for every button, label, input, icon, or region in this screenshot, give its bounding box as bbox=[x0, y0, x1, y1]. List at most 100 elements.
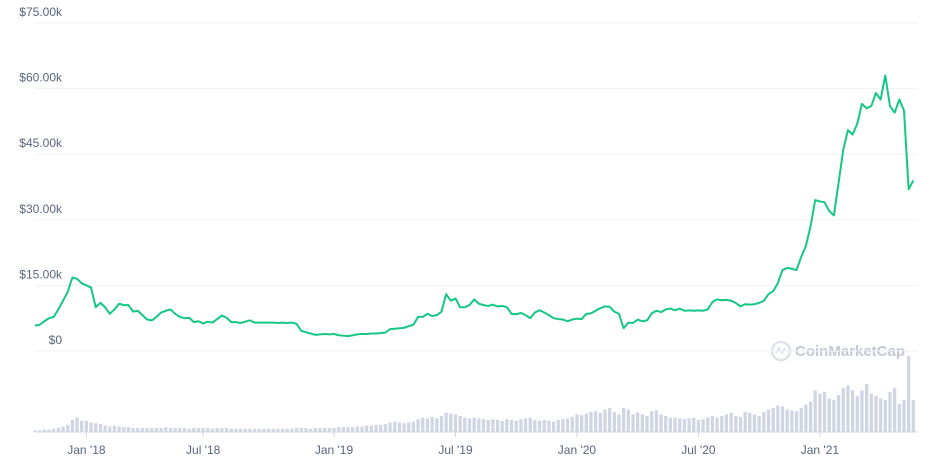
volume-bar bbox=[472, 417, 476, 432]
volume-bar bbox=[467, 418, 472, 432]
volume-bar bbox=[593, 411, 598, 432]
volume-bar bbox=[449, 413, 453, 432]
volume-bar bbox=[206, 428, 210, 432]
volume-bar bbox=[893, 388, 897, 432]
volume-bar bbox=[407, 422, 411, 432]
volume-bar bbox=[355, 426, 360, 432]
x-tick-label: Jul '19 bbox=[438, 443, 473, 457]
volume-bar bbox=[575, 414, 579, 432]
volume-bar bbox=[692, 417, 696, 432]
volume-bar bbox=[243, 428, 247, 432]
volume-bar bbox=[678, 418, 682, 432]
volume-bar bbox=[374, 424, 378, 432]
volume-bar bbox=[598, 412, 602, 432]
volume-bar bbox=[869, 393, 873, 432]
volume-bar bbox=[818, 393, 822, 432]
volume-bar bbox=[710, 416, 715, 432]
volume-bar bbox=[341, 427, 345, 432]
volume-bar bbox=[864, 384, 869, 432]
volume-bar bbox=[201, 428, 205, 432]
volume-bar bbox=[196, 428, 201, 432]
volume-bar bbox=[52, 428, 56, 432]
volume-bar bbox=[411, 421, 416, 432]
volume-bar bbox=[762, 412, 766, 432]
volume-bar bbox=[421, 417, 425, 432]
volume-bar bbox=[131, 428, 135, 432]
volume-bar bbox=[855, 396, 859, 432]
volume-bar bbox=[397, 422, 402, 432]
volume-bar bbox=[257, 428, 261, 432]
volume-bar bbox=[435, 418, 439, 432]
volume-bar bbox=[61, 426, 65, 432]
volume-bar bbox=[192, 428, 196, 432]
volume-bar bbox=[313, 428, 317, 432]
x-tick-label: Jul '18 bbox=[186, 443, 221, 457]
volume-bar bbox=[337, 427, 341, 432]
volume-bar bbox=[150, 428, 154, 432]
volume-bar bbox=[327, 428, 331, 432]
volume-bar bbox=[379, 424, 383, 432]
volume-bar bbox=[351, 427, 355, 432]
volume-bar bbox=[285, 428, 289, 432]
volume-bar bbox=[738, 416, 743, 432]
volume-bar bbox=[126, 427, 131, 432]
volume-bar bbox=[673, 417, 677, 432]
volume-bar bbox=[561, 419, 565, 432]
volume-bar bbox=[804, 404, 808, 432]
volume-bar bbox=[664, 416, 668, 432]
volume-bar bbox=[252, 428, 257, 432]
volume-bar bbox=[168, 428, 173, 432]
volume-bar bbox=[56, 428, 60, 432]
volume-bar bbox=[486, 420, 490, 432]
volume-bar bbox=[112, 425, 117, 432]
volume-bar bbox=[276, 428, 280, 432]
volume-bar bbox=[589, 412, 593, 432]
volume-bar bbox=[495, 420, 500, 432]
volume-bar bbox=[304, 428, 308, 432]
volume-bar bbox=[481, 419, 486, 432]
volume-bar bbox=[393, 421, 397, 432]
volume-bar bbox=[813, 390, 817, 432]
volume-bar bbox=[187, 428, 191, 432]
x-tick-label: Jul '20 bbox=[681, 443, 716, 457]
volume-bar bbox=[542, 420, 546, 432]
y-tick-label: $75.00k bbox=[19, 5, 63, 19]
volume-bar bbox=[491, 419, 495, 432]
volume-bar bbox=[332, 428, 336, 432]
volume-bar bbox=[794, 411, 799, 432]
volume-bar bbox=[66, 424, 70, 432]
volume-bar bbox=[570, 416, 574, 432]
volume-bar bbox=[808, 401, 813, 432]
y-tick-label: $0 bbox=[49, 333, 63, 347]
volume-bar bbox=[140, 428, 145, 432]
volume-bar bbox=[790, 410, 794, 432]
volume-bar bbox=[98, 424, 103, 432]
volume-bar bbox=[215, 428, 219, 432]
volume-bar bbox=[584, 413, 588, 432]
y-tick-label: $60.00k bbox=[19, 71, 63, 85]
volume-bar bbox=[537, 420, 542, 432]
volume-bar bbox=[715, 417, 719, 432]
volume-bar bbox=[701, 419, 705, 432]
volume-bar bbox=[608, 408, 612, 432]
volume-bar bbox=[388, 422, 392, 432]
x-tick-label: Jan '18 bbox=[67, 443, 106, 457]
volume-bar bbox=[224, 428, 229, 432]
volume-bar bbox=[640, 414, 644, 432]
volume-bar bbox=[89, 422, 93, 432]
volume-bar bbox=[650, 411, 654, 432]
volume-bar bbox=[360, 426, 364, 432]
volume-bar bbox=[724, 414, 729, 432]
volume-bar bbox=[309, 428, 313, 432]
volume-bar bbox=[294, 428, 299, 432]
volume-bar bbox=[799, 408, 803, 432]
volume-bar bbox=[323, 428, 327, 432]
volume-bar bbox=[463, 417, 467, 432]
plot: $0 $15.00k $30.00k $45.00k $60.00k $75.00k Jan… bbox=[19, 5, 918, 457]
volume-bar bbox=[911, 400, 915, 432]
volume-bar bbox=[822, 392, 827, 432]
volume-bar bbox=[84, 420, 89, 432]
volume-bar bbox=[687, 418, 691, 432]
volume-bar bbox=[622, 408, 626, 432]
volume-bar bbox=[696, 420, 701, 432]
